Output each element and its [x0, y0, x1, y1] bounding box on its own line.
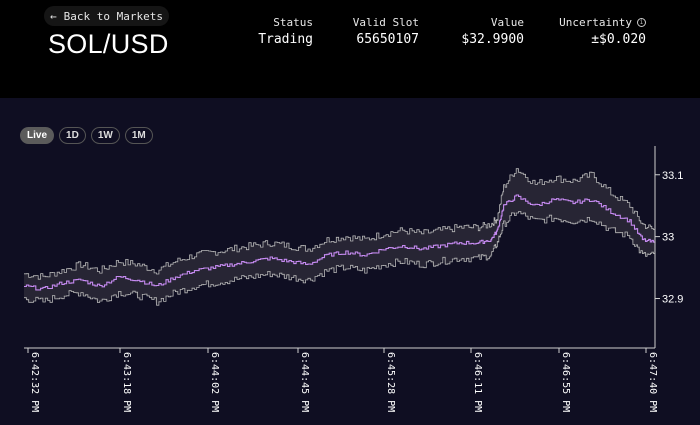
- stat-uncertainty: Uncertainty i ±$0.020: [546, 15, 646, 47]
- stat-valid-slot: Valid Slot 65650107: [329, 15, 419, 47]
- price-line: [24, 194, 656, 291]
- stat-value: $32.9900: [461, 32, 524, 47]
- stat-value: Trading: [258, 32, 313, 47]
- uncertainty-band: [24, 168, 655, 306]
- upper-bound-line: [24, 168, 656, 280]
- stat-value: 65650107: [356, 32, 419, 47]
- stat-label: Valid Slot: [352, 16, 419, 29]
- range-1d-button[interactable]: 1D: [59, 127, 86, 144]
- y-tick-label: 33.1: [662, 170, 683, 182]
- stat-label: Uncertainty i: [546, 15, 646, 30]
- stat-label: Value: [490, 16, 524, 29]
- range-1m-button[interactable]: 1M: [124, 127, 153, 144]
- x-tick-label: 6:44:02 PM: [209, 352, 220, 412]
- arrow-left-icon: ←: [50, 9, 57, 23]
- price-chart[interactable]: 32.9 33 33.1 6:42:32 PM 6:43:18 PM 6:44:02 P…: [0, 98, 700, 425]
- stat-status: Status Trading: [233, 15, 313, 47]
- back-label: Back to Markets: [63, 9, 163, 23]
- stat-label-text: Uncertainty: [559, 16, 632, 29]
- x-tick-label: 6:46:11 PM: [472, 352, 483, 412]
- range-live-button[interactable]: Live: [20, 127, 55, 144]
- y-tick-label: 32.9: [662, 294, 683, 306]
- time-range-selector: Live 1D 1W 1M: [20, 127, 153, 144]
- page-title: SOL/USD: [48, 29, 169, 59]
- info-icon[interactable]: i: [637, 18, 646, 27]
- x-tick-label: 6:46:55 PM: [560, 352, 571, 412]
- x-tick-label: 6:42:32 PM: [29, 352, 40, 412]
- x-tick-label: 6:44:45 PM: [299, 352, 310, 412]
- stat-value: ±$0.020: [591, 32, 646, 47]
- x-tick-label: 6:47:40 PM: [647, 352, 658, 412]
- y-tick-label: 33: [662, 232, 674, 244]
- back-to-markets-button[interactable]: ← Back to Markets: [44, 6, 169, 26]
- x-tick-label: 6:43:18 PM: [121, 352, 132, 412]
- market-header: ← Back to Markets SOL/USD Status Trading…: [0, 0, 700, 98]
- stat-label: Status: [273, 16, 313, 29]
- range-1w-button[interactable]: 1W: [90, 127, 120, 144]
- lower-bound-line: [24, 211, 656, 306]
- stat-value-price: Value $32.9900: [434, 15, 524, 47]
- x-tick-label: 6:45:28 PM: [385, 352, 396, 412]
